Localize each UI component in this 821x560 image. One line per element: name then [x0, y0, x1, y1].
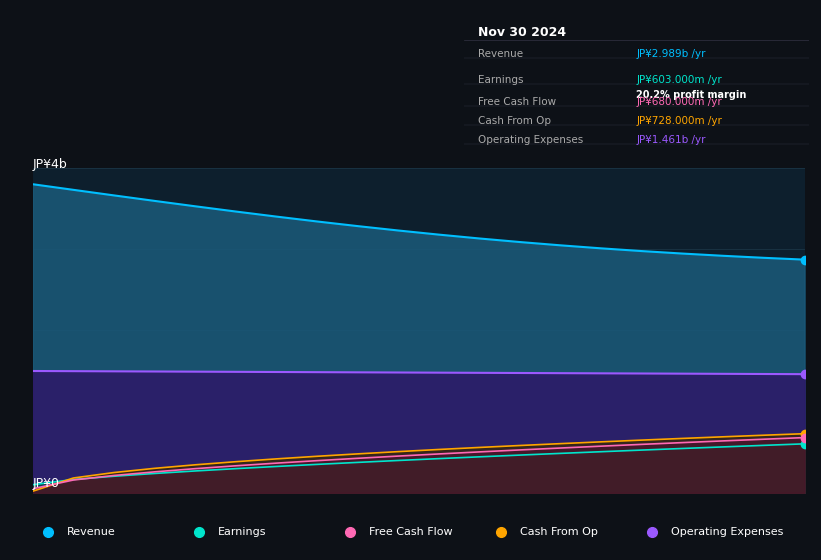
Text: JP¥2.989b /yr: JP¥2.989b /yr [636, 49, 706, 59]
Text: Earnings: Earnings [218, 527, 266, 537]
Text: 20.2% profit margin: 20.2% profit margin [636, 90, 746, 100]
Text: JP¥728.000m /yr: JP¥728.000m /yr [636, 116, 722, 126]
Text: JP¥680.000m /yr: JP¥680.000m /yr [636, 97, 722, 107]
Text: Free Cash Flow: Free Cash Flow [478, 97, 556, 107]
Text: Cash From Op: Cash From Op [478, 116, 551, 126]
Text: Revenue: Revenue [67, 527, 116, 537]
Text: Nov 30 2024: Nov 30 2024 [478, 26, 566, 39]
Text: Operating Expenses: Operating Expenses [478, 135, 583, 145]
Text: Cash From Op: Cash From Op [520, 527, 598, 537]
Text: JP¥0: JP¥0 [33, 477, 60, 490]
Text: JP¥1.461b /yr: JP¥1.461b /yr [636, 135, 706, 145]
Text: JP¥603.000m /yr: JP¥603.000m /yr [636, 75, 722, 85]
Text: Revenue: Revenue [478, 49, 523, 59]
Text: Operating Expenses: Operating Expenses [671, 527, 783, 537]
Text: Earnings: Earnings [478, 75, 523, 85]
Text: JP¥4b: JP¥4b [33, 158, 67, 171]
Text: Free Cash Flow: Free Cash Flow [369, 527, 452, 537]
